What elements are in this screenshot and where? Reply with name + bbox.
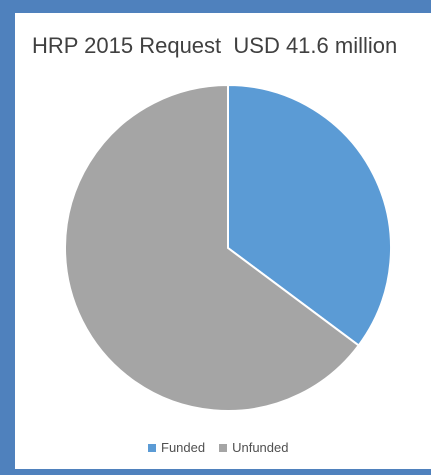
legend-item-unfunded: Unfunded xyxy=(219,440,288,455)
pie-slice-unfunded xyxy=(64,83,361,412)
chart-title: HRP 2015 Request USD 41.6 million xyxy=(32,33,398,58)
legend-swatch-funded xyxy=(148,443,156,452)
legend-label-unfunded: Unfunded xyxy=(232,440,289,455)
legend-swatch-unfunded xyxy=(219,443,228,452)
legend-label-funded: Funded xyxy=(161,440,206,455)
legend: Funded Unfunded xyxy=(148,440,302,455)
legend-item-funded: Funded xyxy=(148,440,205,455)
pie-slice-funded xyxy=(227,83,392,347)
